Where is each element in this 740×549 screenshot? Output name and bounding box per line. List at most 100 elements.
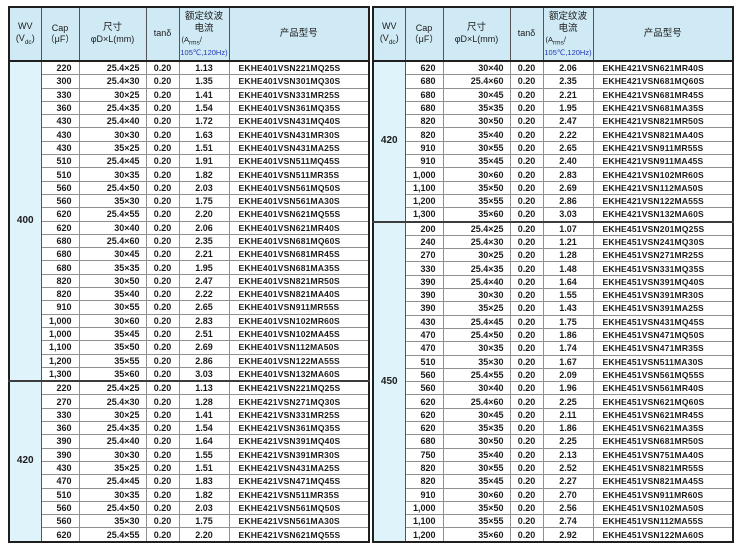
cap-value: 1,000 [404,500,444,516]
table-row: 240 25.4×30 0.20 1.21 EKHE451VSN241MQ30S [373,234,734,250]
size-value: 35×60 [78,366,147,382]
size-value: 30×35 [78,167,147,182]
table-row: 910 30×55 0.20 2.65 EKHE421VSN911MR55S [373,140,734,156]
spec-table-right: WV (Vdc) Cap （μF） 尺寸 φD×L(mm) tanδ 额定纹波 … [372,6,734,543]
ripple-current-value: 2.69 [542,180,594,195]
cap-value: 680 [40,247,80,262]
cap-value: 620 [40,207,80,222]
size-value: 30×40 [442,60,511,76]
ripple-current-value: 2.06 [542,60,594,76]
table-row: 390 25.4×40 0.20 1.64 EKHE421VSN391MQ40S [9,434,370,449]
tan-delta-value: 0.20 [145,447,180,462]
col-header-size: 尺寸 φD×L(mm) [78,6,147,62]
table-row: 1,100 35×50 0.20 2.69 EKHE401VSN112MA50S [9,340,370,355]
part-number: EKHE451VSN621MR45S [592,407,734,423]
ripple-current-value: 2.06 [178,220,230,235]
cap-value: 910 [404,140,444,156]
part-number: EKHE451VSN331MQ35S [592,261,734,276]
table-row: 1,100 35×55 0.20 2.74 EKHE451VSN112MA55S [373,514,734,529]
tan-delta-value: 0.20 [145,87,180,102]
cap-title: Cap [51,22,69,33]
ripple-current-value: 1.07 [542,220,594,236]
ripple-current-value: 2.83 [178,313,230,328]
ripple-current-value: 1.43 [542,301,594,316]
model-title: 产品型号 [643,28,682,40]
part-number: EKHE451VSN561MQ55S [592,367,734,383]
ripple-title-2: 电流 [558,23,578,34]
part-number: EKHE401VSN561MA30S [228,193,370,209]
table-row: 680 30×50 0.20 2.25 EKHE451VSN681MR50S [373,434,734,449]
ripple-current-value: 1.13 [178,380,230,396]
tan-delta-value: 0.20 [509,60,544,76]
part-number: EKHE421VSN621MQ55S [228,527,370,543]
cap-value: 200 [404,220,444,236]
part-number: EKHE401VSN681MQ60S [228,233,370,249]
table-row: 560 35×30 0.20 1.75 EKHE401VSN561MA30S [9,193,370,209]
size-value: 35×55 [442,514,511,529]
cap-value: 430 [404,314,444,329]
ripple-current-value: 1.67 [542,354,594,369]
tan-title: tanδ [153,28,172,39]
cap-value: 620 [404,421,444,436]
size-value: 25.4×40 [78,114,147,129]
table-row: 390 30×30 0.20 1.55 EKHE451VSN391MR30S [373,288,734,303]
size-value: 35×30 [78,193,147,209]
tan-delta-value: 0.20 [509,87,544,102]
table-row: 390 35×25 0.20 1.43 EKHE451VSN391MA25S [373,301,734,316]
size-value: 35×45 [78,326,147,342]
col-header-tan: tanδ [509,6,544,62]
tan-delta-value: 0.20 [145,500,180,516]
ripple-condition: 105℃,120Hz) [544,47,592,57]
size-value: 35×45 [442,474,511,489]
table-row: 1,000 30×60 0.20 2.83 EKHE421VSN102MR60S [373,167,734,182]
ripple-current-value: 2.86 [542,193,594,209]
part-number: EKHE451VSN241MQ30S [592,234,734,250]
cap-unit: （μF） [45,34,75,44]
size-value: 35×35 [442,100,511,116]
part-number: EKHE401VSN681MR45S [228,247,370,262]
ripple-current-value: 1.74 [542,341,594,356]
table-body: 400 220 25.4×25 0.20 1.13 EKHE401VSN221MQ25S 3… [8,59,370,543]
size-value: 30×45 [442,407,511,423]
cap-value: 910 [40,300,80,315]
part-number: EKHE451VSN391MA25S [592,301,734,316]
part-number: EKHE421VSN132MA60S [592,207,734,223]
tan-delta-value: 0.20 [145,300,180,315]
table-row: 1,300 35×60 0.20 3.03 EKHE401VSN132MA60S [9,366,370,382]
size-value: 30×50 [442,114,511,129]
cap-value: 820 [404,460,444,476]
part-number: EKHE451VSN821MR55S [592,460,734,476]
cap-value: 240 [404,234,444,250]
cap-value: 620 [404,60,444,76]
cap-value: 360 [40,421,80,436]
table-row: 910 30×55 0.20 2.65 EKHE401VSN911MR55S [9,300,370,315]
size-value: 25.4×35 [442,261,511,276]
size-value: 25.4×35 [78,421,147,436]
model-title: 产品型号 [279,28,318,40]
size-value: 25.4×25 [78,60,147,76]
tan-delta-value: 0.20 [145,193,180,209]
part-number: EKHE421VSN561MA30S [228,514,370,529]
cap-value: 620 [404,394,444,409]
tan-delta-value: 0.20 [145,140,180,156]
part-number: EKHE421VSN431MA25S [228,460,370,476]
part-number: EKHE421VSN511MR35S [228,487,370,502]
size-value: 30×30 [78,127,147,142]
tan-delta-value: 0.20 [509,207,544,223]
table-header: WV (Vdc) Cap （μF） 尺寸 φD×L(mm) tanδ 额定纹波 … [372,6,734,62]
part-number: EKHE401VSN431MR30S [228,127,370,142]
ripple-current-value: 1.75 [178,193,230,209]
tan-title: tanδ [517,28,536,39]
table-row: 820 35×40 0.20 2.22 EKHE401VSN821MA40S [9,287,370,302]
part-number: EKHE401VSN511MR35S [228,167,370,182]
table-row: 470 25.4×45 0.20 1.83 EKHE421VSN471MQ45S [9,474,370,489]
table-row: 560 30×40 0.20 1.96 EKHE451VSN561MR40S [373,381,734,396]
size-value: 25.4×55 [78,527,147,543]
cap-value: 1,200 [404,527,444,543]
table-row: 820 30×50 0.20 2.47 EKHE421VSN821MR50S [373,114,734,129]
tan-delta-value: 0.20 [145,421,180,436]
size-value: 25.4×45 [78,474,147,489]
tan-delta-value: 0.20 [509,514,544,529]
tan-delta-value: 0.20 [145,380,180,396]
